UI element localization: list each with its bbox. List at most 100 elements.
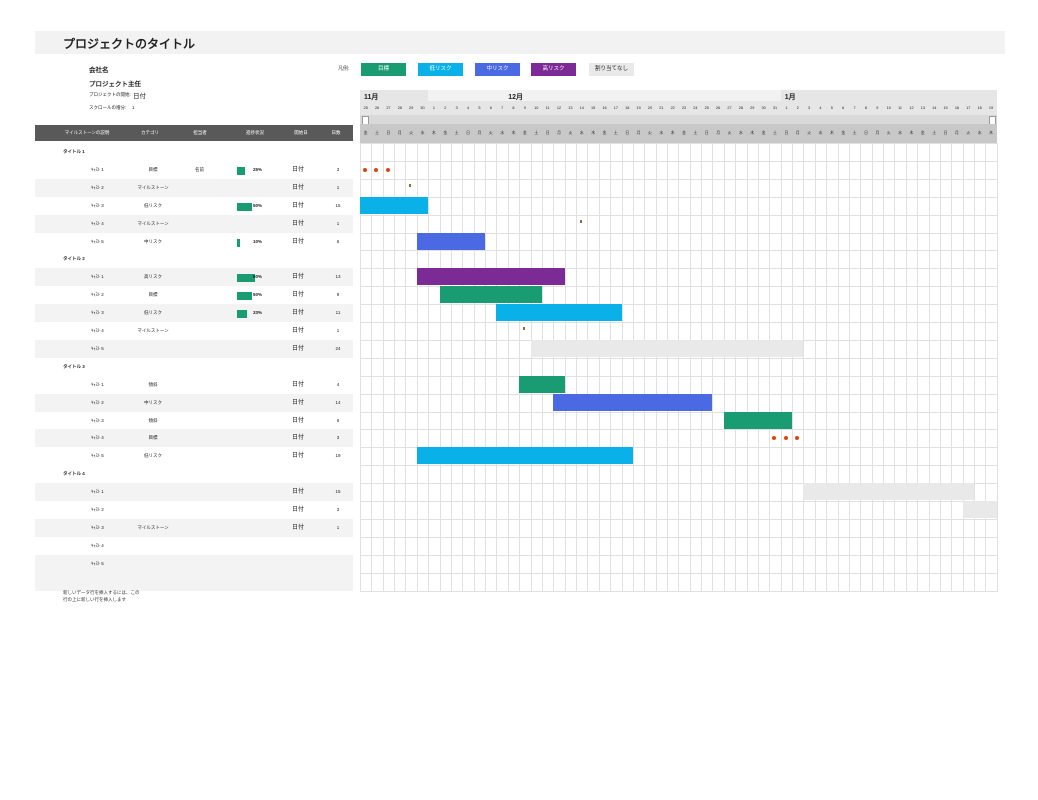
weekday-label: 日 — [864, 131, 868, 135]
grid-line — [360, 214, 997, 216]
table-row[interactable]: ｷｬｽﾄ 1 目標 名前 25% 日付 3 — [35, 161, 353, 179]
start-date: 日付 — [292, 524, 305, 531]
header-milestone: マイルストーンの説明 — [64, 130, 110, 135]
progress-bar — [237, 202, 252, 211]
grid-line — [360, 304, 997, 306]
grid-line — [496, 143, 498, 592]
title-bar: プロジェクトのタイトル — [35, 31, 1005, 54]
scroll-value[interactable]: 1 — [132, 105, 135, 110]
grid-line — [360, 357, 997, 359]
scroll-label: スクロールの増分: — [89, 105, 127, 110]
date-label: 30 — [761, 106, 766, 110]
gantt-bar[interactable] — [803, 483, 974, 501]
table-row[interactable]: ｷｬｽﾄ 5 中リスク 10% 日付 6 — [35, 233, 353, 251]
legend-item-label: 割り当てなし — [594, 66, 628, 72]
weekday-label: 日 — [784, 131, 789, 135]
start-date: 日付 — [292, 202, 305, 209]
gantt-bar[interactable] — [360, 196, 429, 214]
table-row[interactable]: ｷｬｽﾄ 1 日付 15 — [35, 483, 353, 502]
table-row[interactable]: ｷｬｽﾄ 3 傾斜 日付 6 — [35, 412, 353, 430]
weekday-label: 土 — [375, 131, 379, 135]
grid-line — [598, 143, 600, 592]
date-label: 27 — [386, 106, 391, 110]
weekday-label: 火 — [648, 131, 652, 135]
date-label: 7 — [501, 106, 504, 110]
table-row[interactable]: ｷｬｽﾄ 2 目標 50% 日付 9 — [35, 286, 353, 304]
table-row[interactable]: ｷｬｽﾄ 5 — [35, 554, 353, 573]
table-row[interactable]: ｷｬｽﾄ 1 高リスク 60% 日付 13 — [35, 268, 353, 287]
table-row[interactable]: ｷｬｽﾄ 2 中リスク 日付 14 — [35, 393, 353, 412]
weekday-label: 木 — [829, 131, 834, 135]
start-value[interactable]: 日付 — [133, 93, 146, 100]
grid-line — [371, 143, 373, 592]
grid-line — [360, 375, 997, 377]
date-label: 9 — [876, 106, 879, 110]
table-row[interactable]: ｷｬｽﾄ 3 低リスク 50% 日付 15 — [35, 197, 353, 215]
gantt-bar[interactable] — [519, 375, 565, 393]
group-title: タイトル 2 — [63, 256, 85, 262]
weekday-label: 金 — [522, 131, 527, 135]
task-days: 24 — [335, 345, 341, 351]
table-row[interactable]: ｷｬｽﾄ 3 低リスク 33% 日付 11 — [35, 304, 353, 323]
table-row[interactable]: ｷｬｽﾄ 5 低リスク 日付 19 — [35, 447, 353, 465]
header-progress: 進捗状況 — [246, 130, 264, 135]
task-days: 19 — [335, 453, 341, 459]
gantt-bar[interactable] — [416, 232, 486, 250]
table-row[interactable]: ｷｬｽﾄ 2 日付 3 — [35, 501, 353, 519]
task-days: 9 — [336, 292, 340, 298]
weekday-row: 金土日月火水木金土日月火水木金土日月火水木金土日月火水木金土日月火水木金土日月火… — [360, 124, 997, 143]
gantt-bar[interactable] — [439, 286, 542, 304]
task-owner: 名前 — [195, 166, 204, 172]
gantt-bar[interactable] — [962, 501, 997, 518]
weekday-label: 月 — [875, 131, 880, 135]
grid-line — [360, 429, 997, 431]
grid-line — [860, 143, 862, 592]
task-days: 15 — [335, 489, 341, 495]
weekday-label: 金 — [602, 131, 607, 135]
gantt-bar[interactable] — [416, 268, 565, 286]
weekday-label: 金 — [761, 131, 766, 135]
date-label: 20 — [647, 106, 653, 110]
date-row: 25 26 27 28 29 30 1 2 3 4 5 6 7 8 9 10 11 12 13 14 15 16 17 18 1… — [360, 101, 997, 115]
table-row[interactable]: ｷｬｽﾄ 2 マイルストーン 日付 1 — [35, 178, 353, 197]
gantt-bar[interactable] — [723, 411, 793, 429]
grid-line — [826, 143, 828, 592]
table-row[interactable]: ｷｬｽﾄ 1 傾斜 日付 4 — [35, 376, 353, 394]
date-label: 12 — [556, 106, 562, 110]
task-days: 3 — [336, 166, 340, 172]
date-label: 2 — [796, 106, 799, 110]
table-row[interactable] — [35, 572, 353, 591]
grid-line — [360, 178, 997, 180]
table-row[interactable]: ｷｬｽﾄ 4 目標 日付 3 — [35, 429, 353, 448]
month-band — [360, 90, 429, 101]
weekday-label: 火 — [488, 131, 493, 135]
gantt-bar[interactable] — [530, 339, 804, 357]
weekday-label: 日 — [466, 131, 470, 135]
date-label: 23 — [681, 106, 687, 110]
milestone-marker — [523, 327, 526, 330]
date-label: 7 — [853, 106, 856, 110]
grid-line — [360, 160, 997, 162]
weekday-label: 木 — [750, 131, 755, 135]
gantt-bar[interactable] — [553, 393, 713, 411]
date-label: 6 — [842, 106, 845, 110]
table-row[interactable]: ｷｬｽﾄ 5 日付 24 — [35, 339, 353, 358]
grid-line — [382, 143, 384, 592]
weekday-label: 火 — [568, 131, 573, 135]
grid-line — [576, 143, 578, 592]
weekday-label: 金 — [920, 131, 925, 135]
grid-line — [360, 411, 997, 413]
table-row[interactable]: ｷｬｽﾄ 3 マイルストーン 日付 1 — [35, 518, 353, 537]
date-label: 22 — [670, 106, 675, 110]
grid-line — [723, 143, 725, 592]
gantt-bar[interactable] — [416, 447, 633, 465]
gantt-bar[interactable] — [496, 304, 622, 322]
table-row[interactable]: ｷｬｽﾄ 4 マイルストーン 日付 1 — [35, 214, 353, 233]
task-category: マイルストーン — [137, 524, 169, 530]
table-row[interactable]: ｷｬｽﾄ 4 — [35, 537, 353, 555]
task-name: ｷｬｽﾄ 2 — [91, 184, 104, 190]
grid-line — [360, 322, 997, 323]
legend-item: 低リスク — [418, 63, 463, 76]
grid-line — [473, 143, 475, 592]
table-row[interactable]: ｷｬｽﾄ 4 マイルストーン 日付 1 — [35, 322, 353, 340]
